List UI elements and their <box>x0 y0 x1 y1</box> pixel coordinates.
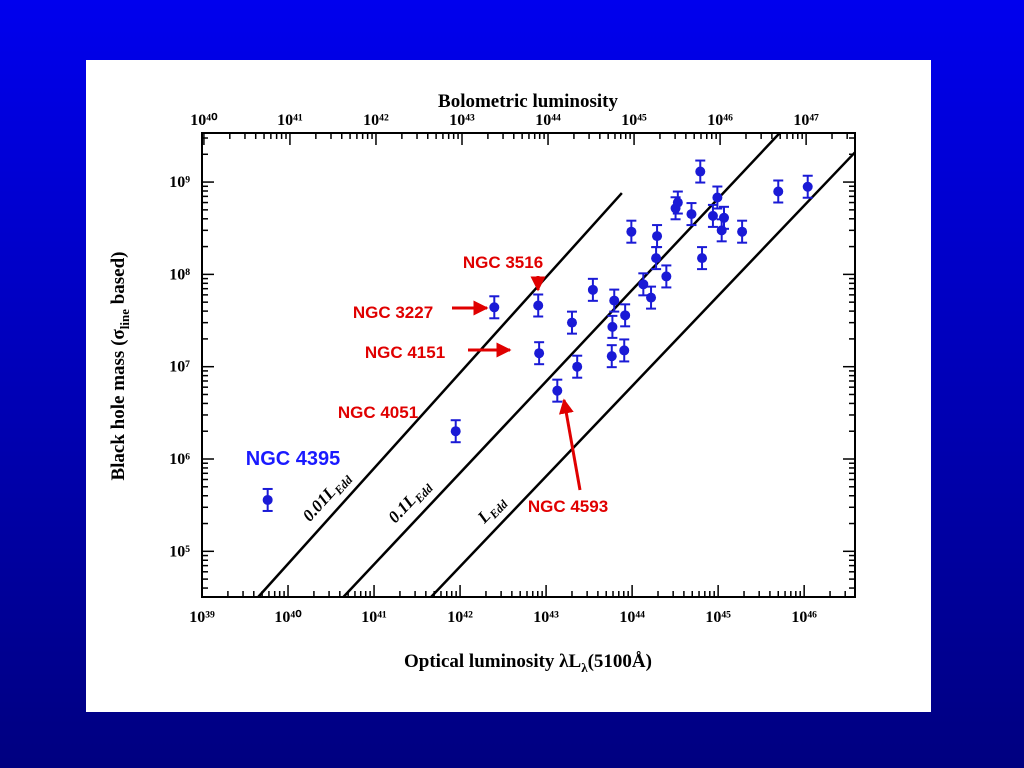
annotation: NGC 4051 <box>338 403 418 422</box>
data-point <box>686 209 697 220</box>
data-point <box>609 295 620 306</box>
annotation: NGC 4151 <box>365 343 445 362</box>
data-point <box>718 212 729 223</box>
data-point <box>552 385 563 396</box>
x2-tick-label: 10⁴³ <box>449 112 475 129</box>
data-point <box>773 186 784 197</box>
y-axis-label: Black hole mass (σline based) <box>108 251 132 480</box>
data-point <box>620 310 631 321</box>
data-point <box>638 279 649 290</box>
annotation: NGC 4395 <box>246 448 341 470</box>
data-point <box>619 345 630 356</box>
data-point <box>450 426 461 437</box>
y-tick-label: 10⁸ <box>169 266 190 283</box>
data-point <box>489 302 500 313</box>
annotation: NGC 3516 <box>463 253 543 272</box>
y-tick-label: 10⁷ <box>169 359 190 376</box>
data-point <box>646 292 657 303</box>
data-point <box>737 226 748 237</box>
x-axis-label-sub: λ <box>581 660 588 675</box>
data-point <box>572 361 583 372</box>
y-tick-label: 10⁶ <box>169 451 190 468</box>
y-axis-label-sub: line <box>117 309 132 329</box>
x2-tick-label: 10⁴⁰ <box>190 112 218 129</box>
data-point <box>587 284 598 295</box>
y-axis-label-text: Black hole mass (σ <box>108 329 129 481</box>
x-tick-label: 10⁴² <box>447 609 473 626</box>
data-point <box>716 225 727 236</box>
x-tick-label: 10³⁹ <box>189 609 215 626</box>
x2-tick-label: 10⁴⁴ <box>535 112 561 129</box>
x-axis-label: Optical luminosity λLλ(5100Å) <box>404 651 652 675</box>
data-point <box>566 317 577 328</box>
annotation: NGC 3227 <box>353 303 433 322</box>
data-point <box>606 351 617 362</box>
y-tick-label: 10⁹ <box>169 174 190 191</box>
data-point <box>802 181 813 192</box>
data-point <box>697 253 708 264</box>
x-tick-label: 10⁴¹ <box>361 609 387 626</box>
x-tick-label: 10⁴³ <box>533 609 559 626</box>
data-point <box>707 210 718 221</box>
x2-tick-label: 10⁴² <box>363 112 389 129</box>
panel <box>86 60 931 712</box>
data-point <box>672 197 683 208</box>
y-tick-label: 10⁵ <box>169 543 190 560</box>
data-point <box>534 348 545 359</box>
x-tick-label: 10⁴⁶ <box>791 609 817 626</box>
x-axis-label-text: Optical luminosity λL <box>404 651 581 672</box>
x-axis-label-after: (5100Å) <box>588 651 652 672</box>
eddington-line <box>430 151 856 598</box>
data-point <box>712 192 723 203</box>
x2-tick-label: 10⁴⁷ <box>793 112 819 129</box>
data-point <box>607 321 618 332</box>
x2-tick-label: 10⁴¹ <box>277 112 303 129</box>
x2-axis-label: Bolometric luminosity <box>438 91 618 112</box>
eddington-line <box>342 132 781 598</box>
data-point <box>652 231 663 242</box>
data-point <box>626 226 637 237</box>
data-point <box>533 300 544 311</box>
data-point <box>262 494 273 505</box>
annotation: NGC 4593 <box>528 497 608 516</box>
x2-tick-label: 10⁴⁵ <box>621 112 647 129</box>
x-tick-label: 10⁴⁴ <box>619 609 645 626</box>
data-point <box>661 271 672 282</box>
data-point <box>651 253 662 264</box>
y-axis-label-after: based) <box>108 251 129 309</box>
eddington-line <box>257 192 623 598</box>
data-point <box>695 166 706 177</box>
x-tick-label: 10⁴⁵ <box>705 609 731 626</box>
annotation-arrow <box>558 398 582 491</box>
x2-tick-label: 10⁴⁶ <box>707 112 733 129</box>
x-tick-label: 10⁴⁰ <box>274 609 302 626</box>
